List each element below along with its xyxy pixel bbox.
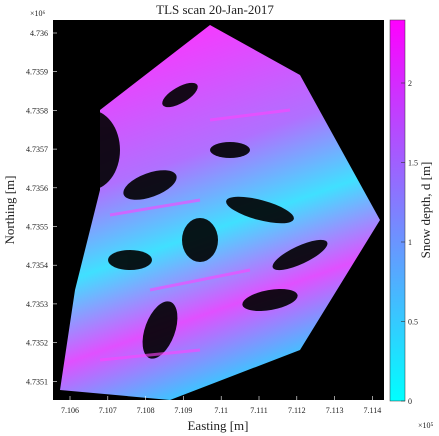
colorbar-tick-label: 0 <box>408 397 412 406</box>
x-tick-label: 7.106 <box>61 406 79 415</box>
colorbar <box>390 20 405 401</box>
page: {"title": "TLS scan 20-Jan-2017", "x_axi… <box>0 0 439 436</box>
y-tick-label: 4.7357 <box>26 145 48 154</box>
x-tick-label: 7.108 <box>137 406 155 415</box>
y-tick-label: 4.7353 <box>26 300 48 309</box>
x-tick-label: 7.11 <box>214 406 228 415</box>
colorbar-tick-label: 1.5 <box>408 159 418 168</box>
x-axis-label: Easting [m] <box>187 418 248 433</box>
y-tick-label: 4.7356 <box>26 184 48 193</box>
title: TLS scan 20-Jan-2017 <box>156 2 274 17</box>
y-tick-label: 4.7359 <box>26 68 48 77</box>
x-tick-label: 7.111 <box>250 406 267 415</box>
colorbar-tick-label: 0.5 <box>408 318 418 327</box>
y-tick-label: 4.7358 <box>26 106 48 115</box>
x-tick-label: 7.113 <box>326 406 344 415</box>
y-tick-label: 4.7351 <box>26 377 48 386</box>
colorbar-tick-label: 2 <box>408 79 412 88</box>
colorbar-label: Snow depth, d [m] <box>418 162 433 259</box>
y-axis-label: Northing [m] <box>2 176 17 245</box>
map-figure: TLS scan 20-Jan-2017 ×10⁶ ×10⁵ Easting [… <box>0 0 439 436</box>
x-tick-label: 7.107 <box>99 406 117 415</box>
y-multiplier: ×10⁶ <box>30 9 46 18</box>
x-tick-label: 7.109 <box>174 406 192 415</box>
colorbar-tick-label: 1 <box>408 238 412 247</box>
y-tick-label: 4.7354 <box>26 261 48 270</box>
x-tick-label: 7.112 <box>288 406 306 415</box>
x-multiplier: ×10⁵ <box>418 421 434 430</box>
x-tick-label: 7.114 <box>364 406 382 415</box>
y-tick-label: 4.736 <box>30 29 48 38</box>
y-tick-label: 4.7355 <box>26 223 48 232</box>
y-tick-label: 4.7352 <box>26 339 48 348</box>
